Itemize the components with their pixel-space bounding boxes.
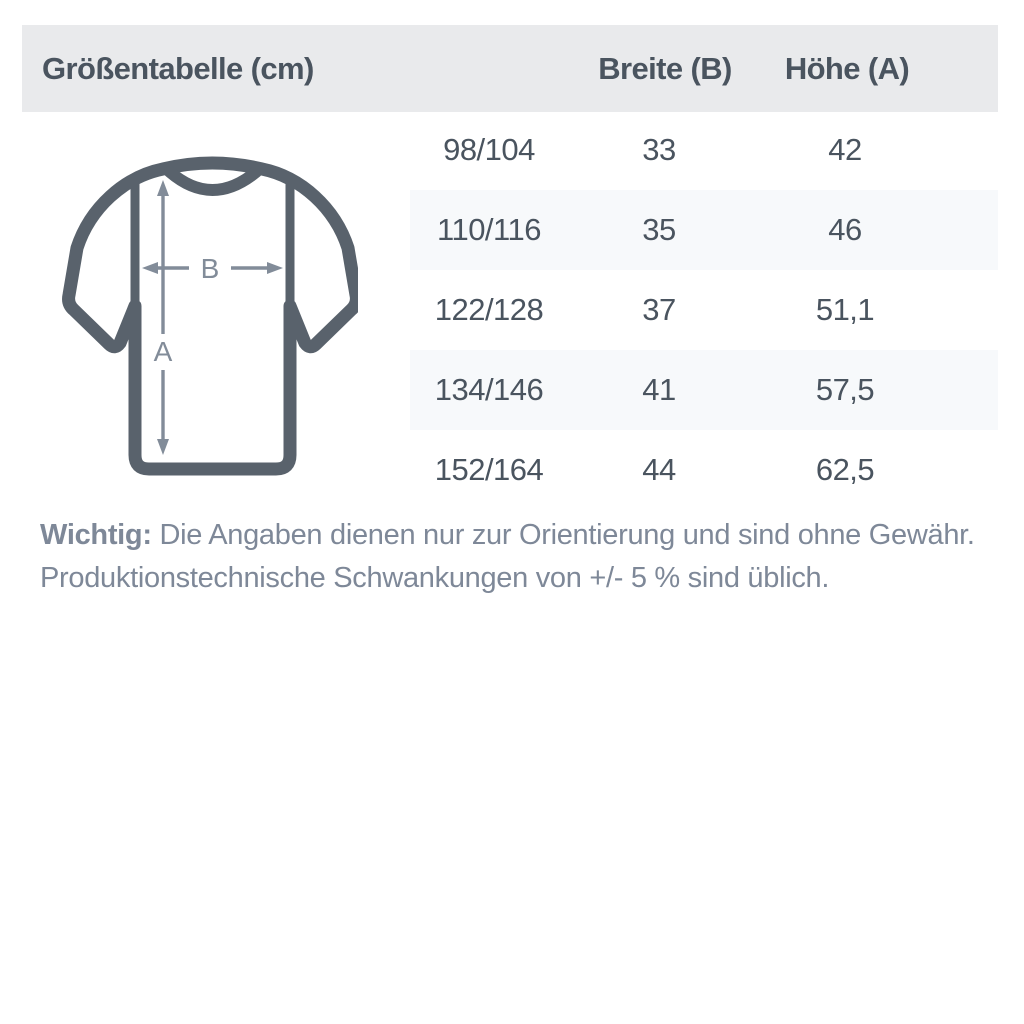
cell-size: 122/128 — [434, 292, 544, 327]
cell-hoehe: 62,5 — [815, 452, 875, 487]
width-arrow: B — [142, 253, 283, 284]
table-row: 134/146 41 57,5 — [410, 350, 998, 430]
tshirt-outline — [62, 156, 358, 476]
note-line1-text: Die Angaben dienen nur zur Orientierung … — [151, 519, 975, 551]
cell-hoehe: 46 — [828, 212, 862, 247]
cell-breite: 41 — [642, 372, 676, 407]
cell-size: 152/164 — [434, 452, 544, 487]
tshirt-icon: A B — [62, 156, 358, 476]
cell-breite: 44 — [642, 452, 676, 487]
collar-arc — [164, 166, 262, 196]
column-header-hoehe: Höhe (A) — [784, 50, 910, 86]
page-title: Größentabelle (cm) — [42, 50, 314, 86]
tshirt-measurement-diagram: A B — [58, 154, 358, 484]
table-row: 122/128 37 51,1 — [410, 270, 998, 350]
size-table: 98/104 33 42 110/116 35 46 122/128 37 51… — [410, 110, 998, 510]
note-line2: Produktionstechnische Schwankungen von +… — [40, 562, 830, 594]
cell-hoehe: 51,1 — [815, 292, 875, 327]
note-line1: Wichtig: Die Angaben dienen nur zur Orie… — [40, 514, 980, 557]
label-a: A — [154, 336, 173, 367]
cell-breite: 37 — [642, 292, 676, 327]
cell-breite: 35 — [642, 212, 676, 247]
cell-hoehe: 57,5 — [815, 372, 875, 407]
label-b: B — [201, 253, 220, 284]
table-row: 98/104 33 42 — [410, 110, 998, 190]
cell-hoehe: 42 — [828, 132, 862, 167]
column-header-breite: Breite (B) — [598, 50, 732, 86]
important-note: Wichtig: Die Angaben dienen nur zur Orie… — [40, 514, 980, 600]
cell-size: 134/146 — [434, 372, 544, 407]
cell-breite: 33 — [642, 132, 676, 167]
cell-size: 110/116 — [437, 212, 541, 247]
note-prefix: Wichtig: — [40, 519, 152, 551]
cell-size: 98/104 — [443, 132, 535, 167]
height-arrow: A — [154, 180, 173, 455]
table-row: 110/116 35 46 — [410, 190, 998, 270]
table-row: 152/164 44 62,5 — [410, 430, 998, 510]
table-header-band: Größentabelle (cm) Breite (B) Höhe (A) — [22, 25, 998, 112]
